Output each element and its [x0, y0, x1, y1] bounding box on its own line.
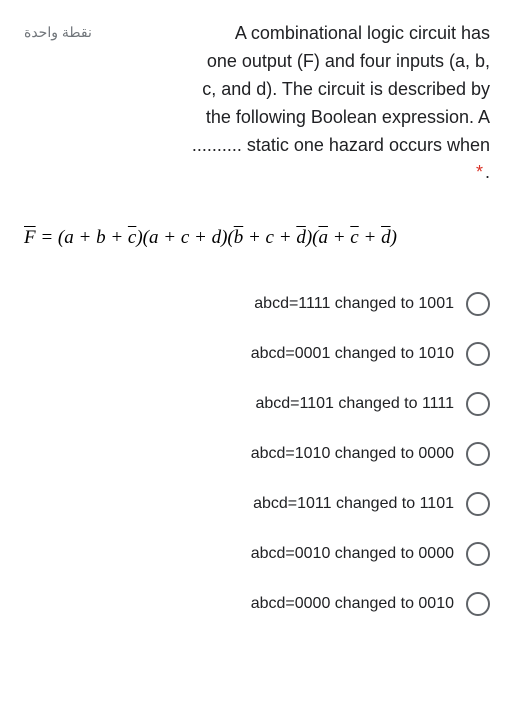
question-suffix: .: [485, 162, 490, 182]
eq-c-bar2: c: [350, 227, 358, 248]
option-row[interactable]: abcd=1111 changed to 1001: [24, 279, 490, 329]
option-row[interactable]: abcd=0001 changed to 1010: [24, 329, 490, 379]
option-label: abcd=1101 changed to 1111: [24, 395, 454, 413]
eq-part: )(: [306, 227, 319, 248]
options-list: abcd=1111 changed to 1001 abcd=0001 chan…: [24, 279, 490, 629]
radio-icon[interactable]: [466, 392, 490, 416]
eq-part: +: [359, 227, 381, 248]
option-label: abcd=1010 changed to 0000: [24, 445, 454, 463]
option-label: abcd=1111 changed to 1001: [24, 295, 454, 313]
eq-part: + c +: [243, 227, 296, 248]
boolean-equation: F = (a + b + c)(a + c + d)(b + c + d)(a …: [24, 227, 490, 249]
radio-icon[interactable]: [466, 442, 490, 466]
eq-part: = (a + b +: [36, 227, 128, 248]
question-line: one output (F) and four inputs (a, b,: [207, 51, 490, 71]
question-line: c, and d). The circuit is described by: [202, 79, 490, 99]
radio-icon[interactable]: [466, 292, 490, 316]
option-row[interactable]: abcd=1011 changed to 1101: [24, 479, 490, 529]
option-label: abcd=0010 changed to 0000: [24, 545, 454, 563]
option-label: abcd=0001 changed to 1010: [24, 345, 454, 363]
eq-d-bar2: d: [381, 227, 391, 248]
question-text: A combinational logic circuit has one ou…: [116, 20, 490, 187]
option-row[interactable]: abcd=1101 changed to 1111: [24, 379, 490, 429]
option-row[interactable]: abcd=0000 changed to 0010: [24, 579, 490, 629]
eq-d-bar: d: [296, 227, 306, 248]
required-star: *: [476, 162, 483, 182]
option-row[interactable]: abcd=1010 changed to 0000: [24, 429, 490, 479]
radio-icon[interactable]: [466, 342, 490, 366]
radio-icon[interactable]: [466, 492, 490, 516]
points-label: نقطة واحدة: [24, 20, 92, 41]
option-row[interactable]: abcd=0010 changed to 0000: [24, 529, 490, 579]
eq-b-bar: b: [234, 227, 244, 248]
question-line: A combinational logic circuit has: [235, 23, 490, 43]
question-line: the following Boolean expression. A: [206, 107, 490, 127]
eq-f-bar: F: [24, 227, 36, 248]
radio-icon[interactable]: [466, 592, 490, 616]
eq-a-bar: a: [318, 227, 328, 248]
radio-icon[interactable]: [466, 542, 490, 566]
option-label: abcd=0000 changed to 0010: [24, 595, 454, 613]
option-label: abcd=1011 changed to 1101: [24, 495, 454, 513]
eq-part: +: [328, 227, 350, 248]
eq-part: ): [391, 227, 397, 248]
header-row: نقطة واحدة A combinational logic circuit…: [24, 20, 490, 187]
question-line: .......... static one hazard occurs when: [192, 135, 490, 155]
eq-part: )(a + c + d)(: [136, 227, 233, 248]
question-container: نقطة واحدة A combinational logic circuit…: [0, 0, 514, 649]
